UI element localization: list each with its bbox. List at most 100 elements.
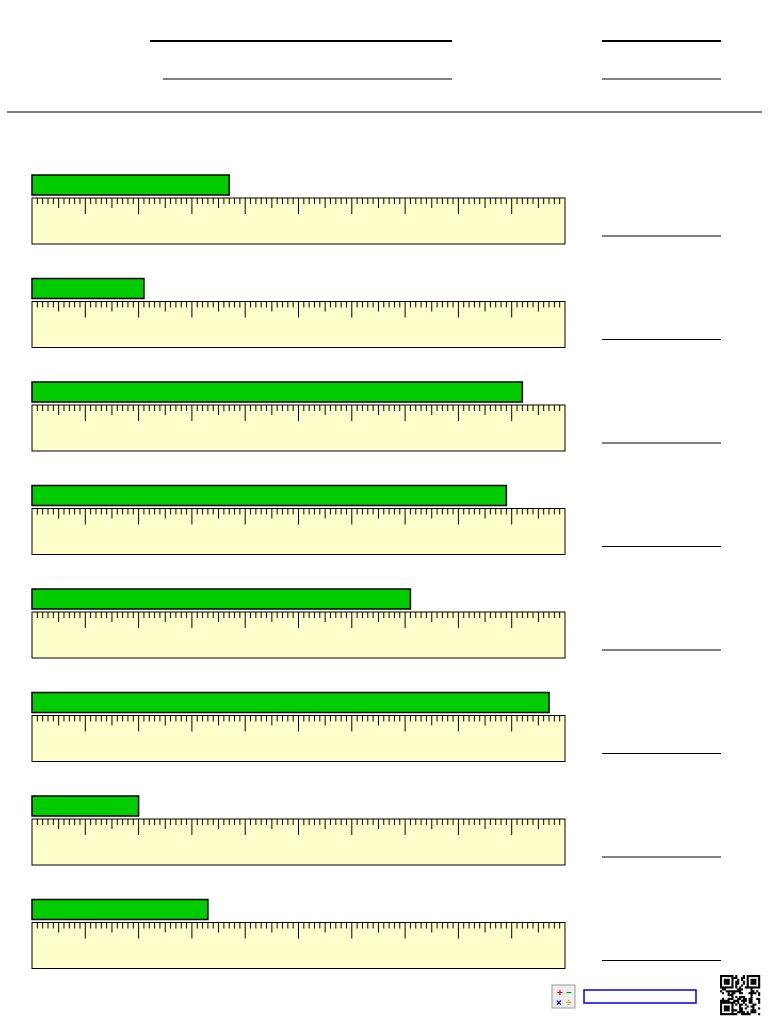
qr-cell xyxy=(748,1001,751,1004)
qr-cell xyxy=(739,997,742,1000)
qr-cell xyxy=(748,997,751,1000)
qr-cell xyxy=(727,990,730,993)
qr-cell xyxy=(739,1005,742,1008)
footer-link[interactable] xyxy=(583,989,697,1004)
qr-cell xyxy=(752,1011,755,1014)
qr-cell xyxy=(754,986,757,989)
qr-cell xyxy=(731,990,734,993)
qr-cell xyxy=(746,982,749,985)
qr-cell xyxy=(735,1013,738,1016)
qr-cell xyxy=(720,984,723,987)
qr-cell xyxy=(742,997,745,1000)
qr-cell xyxy=(727,999,730,1002)
qr-cell xyxy=(733,992,736,995)
qr-cell xyxy=(737,988,740,991)
qr-cell xyxy=(723,1005,726,1008)
qr-cell xyxy=(737,997,740,1000)
qr-cell xyxy=(731,1011,734,1014)
qr-cell xyxy=(731,994,734,997)
qr-cell xyxy=(746,980,749,983)
qr-cell xyxy=(731,992,734,995)
svg-text:−: − xyxy=(566,988,572,999)
qr-cell xyxy=(725,978,728,981)
qr-cell xyxy=(739,1009,742,1012)
qr-cell xyxy=(720,980,723,983)
qr-cell xyxy=(754,978,757,981)
qr-cell xyxy=(742,999,745,1002)
ruler xyxy=(31,922,566,969)
qr-cell xyxy=(740,1003,744,1006)
qr-cell xyxy=(729,1013,732,1016)
qr-cell xyxy=(742,1011,745,1014)
footer-icon: + − × ÷ xyxy=(551,984,576,1009)
qr-cell xyxy=(742,995,745,999)
qr-cell xyxy=(756,997,759,1000)
qr-cell xyxy=(720,1007,723,1010)
ruler xyxy=(31,197,566,245)
qr-cell xyxy=(727,978,730,981)
qr-cell xyxy=(739,990,742,993)
qr-cell xyxy=(723,975,726,978)
qr-cell xyxy=(735,986,738,989)
qr-cell xyxy=(744,997,747,1000)
qr-cell xyxy=(740,995,744,999)
qr-cell xyxy=(752,978,755,981)
qr-cell xyxy=(750,988,753,991)
qr-cell xyxy=(756,990,759,993)
qr-cell xyxy=(720,975,723,978)
qr-cell xyxy=(750,1005,753,1008)
qr-cell xyxy=(758,997,761,1000)
qr-cell xyxy=(740,988,744,991)
qr-cell xyxy=(727,982,730,985)
qr-cell xyxy=(752,982,755,985)
qr-cell xyxy=(735,999,738,1002)
qr-cell xyxy=(758,994,761,997)
ruler xyxy=(31,611,566,659)
qr-cell xyxy=(721,1001,725,1004)
qr-cell xyxy=(739,1003,742,1006)
qr-cell xyxy=(733,1009,736,1012)
qr-cell xyxy=(733,1013,736,1016)
qr-cell xyxy=(754,1003,757,1006)
qr-cell xyxy=(752,975,755,978)
qr-cell xyxy=(725,1007,728,1010)
qr-cell xyxy=(727,986,730,989)
qr-cell xyxy=(721,975,725,978)
measure-bar xyxy=(31,588,412,610)
qr-cell xyxy=(731,1003,734,1006)
qr-cell xyxy=(731,984,734,987)
measure-bar xyxy=(31,277,145,300)
qr-cell xyxy=(754,1009,757,1012)
qr-cell xyxy=(737,999,740,1002)
measure-bar xyxy=(31,691,550,714)
qr-cell xyxy=(723,1013,726,1016)
qr-cell xyxy=(720,1009,723,1012)
qr-cell xyxy=(740,999,744,1002)
qr-cell xyxy=(733,976,736,980)
qr-cell xyxy=(731,1005,734,1008)
qr-cell xyxy=(729,990,732,993)
qr-cell xyxy=(748,992,751,995)
qr-cell xyxy=(720,986,723,989)
qr-cell xyxy=(720,1013,723,1016)
qr-cell xyxy=(735,980,738,983)
qr-cell xyxy=(758,992,761,995)
qr-cell xyxy=(739,988,742,991)
qr-cell xyxy=(720,999,723,1002)
qr-cell xyxy=(727,980,730,983)
qr-cell xyxy=(731,980,734,983)
qr-cell xyxy=(725,975,728,978)
qr-cell xyxy=(731,978,734,981)
qr-cell xyxy=(740,1009,744,1012)
qr-cell xyxy=(756,986,759,989)
qr-cell xyxy=(744,1003,747,1006)
qr-cell xyxy=(746,1011,749,1014)
qr-cell xyxy=(720,1005,723,1008)
qr-cell xyxy=(729,994,732,997)
qr-cell xyxy=(731,1013,734,1016)
qr-cell xyxy=(744,999,747,1002)
qr-cell xyxy=(735,975,738,978)
qr-cell xyxy=(750,997,753,1000)
qr-cell xyxy=(731,1007,734,1010)
